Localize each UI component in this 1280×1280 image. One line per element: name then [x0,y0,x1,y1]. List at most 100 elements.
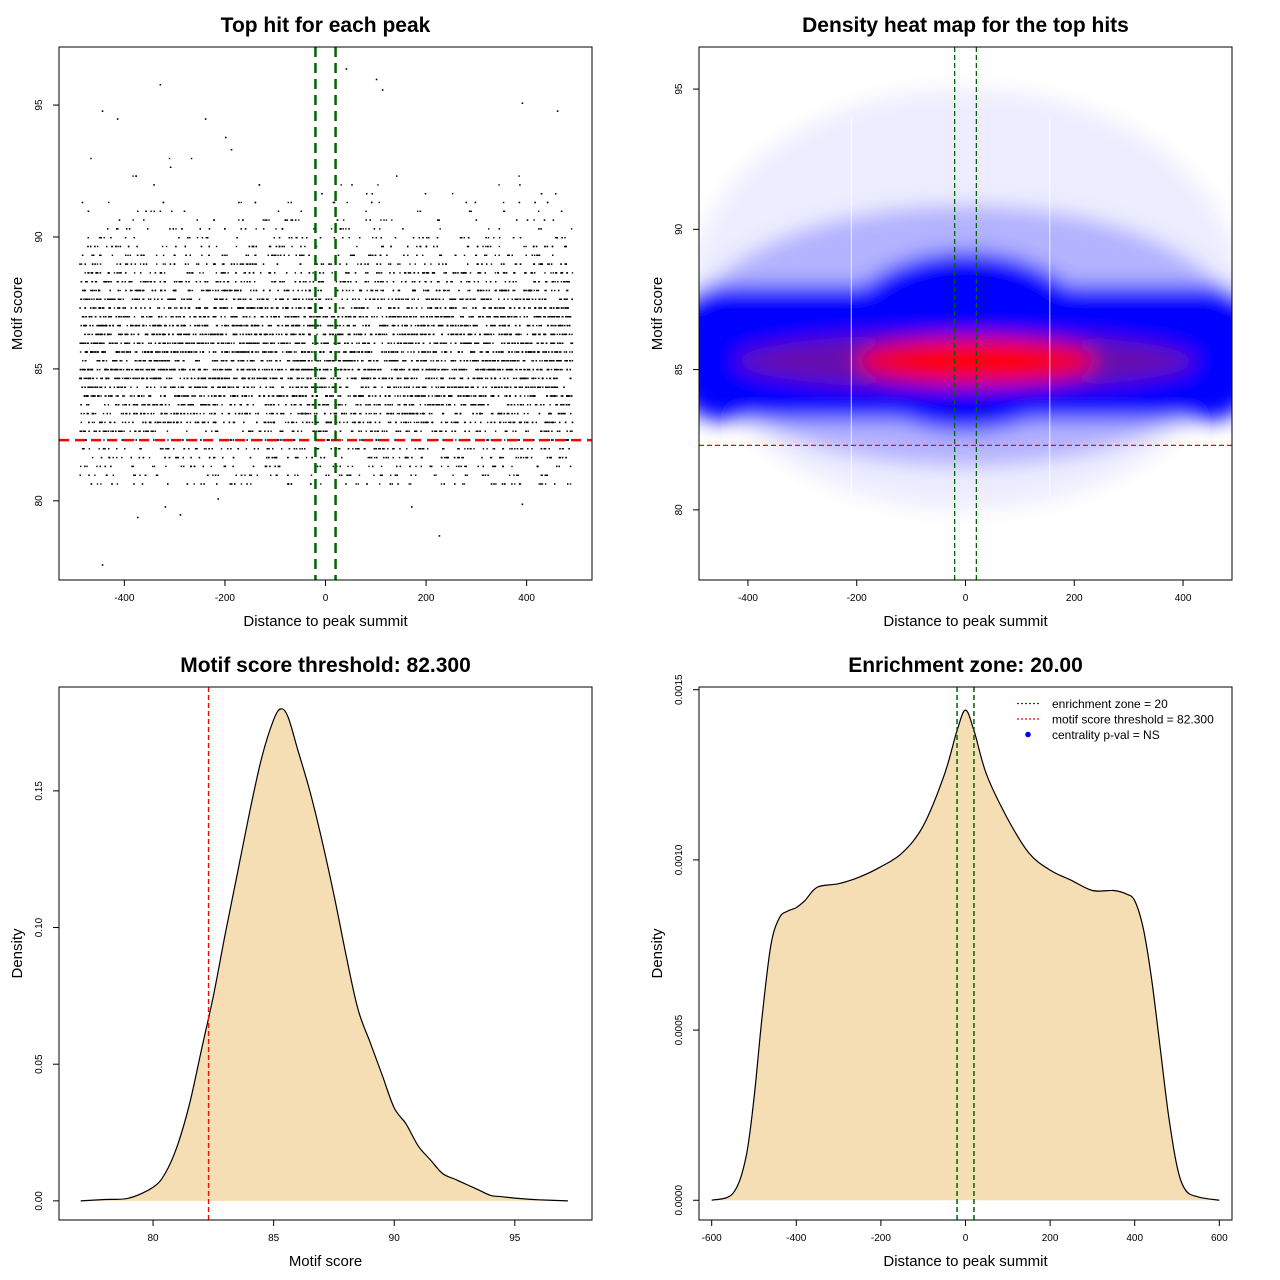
data-point [297,377,300,380]
data-point [397,386,400,388]
data-point [226,377,228,380]
data-point [181,342,183,344]
data-point [294,456,297,459]
data-point [100,421,102,424]
data-point [490,412,493,415]
data-point [431,412,433,415]
data-point [396,412,399,415]
data-point [275,360,277,362]
data-point [136,377,139,380]
data-point [555,324,557,327]
data-point [108,201,110,204]
data-point [245,342,248,344]
data-point [159,421,162,424]
data-point [443,395,445,397]
data-point [400,421,402,424]
data-point [244,474,246,476]
data-point [517,456,520,459]
data-point [122,368,125,371]
data-point [337,351,340,353]
data-point [266,412,268,415]
data-point [281,448,283,450]
data-point [424,324,426,327]
data-point [344,404,347,406]
data-point [324,360,326,362]
data-point [562,307,565,309]
data-point [175,228,177,230]
data-point [441,430,443,432]
data-point [178,281,180,283]
data-point [295,448,298,450]
data-point [110,316,112,318]
data-point [548,439,551,441]
data-point [300,368,303,371]
data-point [457,386,459,388]
data-point [373,316,375,318]
data-point [534,298,537,300]
data-point [467,245,470,248]
data-point [108,316,110,318]
data-point [406,448,408,450]
data-point [496,316,498,318]
data-point [105,360,108,362]
data-point [469,324,471,327]
data-point [433,474,436,476]
data-point [240,307,242,309]
data-point [410,483,412,485]
data-point [92,351,94,353]
data-point [230,342,233,344]
data-point [181,307,183,309]
data-point [89,368,92,371]
data-point [298,307,300,309]
data-point [347,395,349,397]
data-point [368,465,370,468]
data-point [165,465,167,468]
data-point [110,298,113,300]
data-point [159,333,162,336]
data-point [398,316,400,318]
data-point [549,307,551,309]
data-point [546,474,549,476]
data-point [486,368,488,371]
data-point [439,228,441,230]
data-point [479,272,482,274]
data-point [435,474,437,476]
data-point [299,448,301,450]
data-point [369,404,371,406]
data-point [295,421,298,424]
data-point [246,404,248,406]
data-point [456,412,458,415]
data-point [290,412,292,415]
data-point [395,298,397,300]
data-point [96,377,98,380]
data-point [383,219,385,221]
data-point [179,377,181,380]
data-point [354,395,356,397]
data-point [437,316,440,318]
data-point [119,368,121,371]
data-point [451,368,453,371]
data-point [400,377,402,380]
data-point [527,430,529,432]
data-point [427,448,429,450]
data-point [96,465,98,468]
data-point [371,351,373,353]
data-point [545,474,548,476]
data-point [470,316,472,318]
data-point [495,483,497,485]
data-point [209,412,211,415]
data-point [133,316,136,318]
data-point [552,439,554,441]
data-point [467,386,469,388]
data-point [196,237,199,239]
data-point [157,351,160,353]
data-point [146,386,148,388]
data-point [222,395,225,397]
data-point [352,289,354,292]
data-point [277,342,280,344]
data-point [83,377,85,380]
data-point [335,281,338,283]
data-point [83,412,85,415]
data-point [490,421,493,424]
data-point [536,324,538,327]
